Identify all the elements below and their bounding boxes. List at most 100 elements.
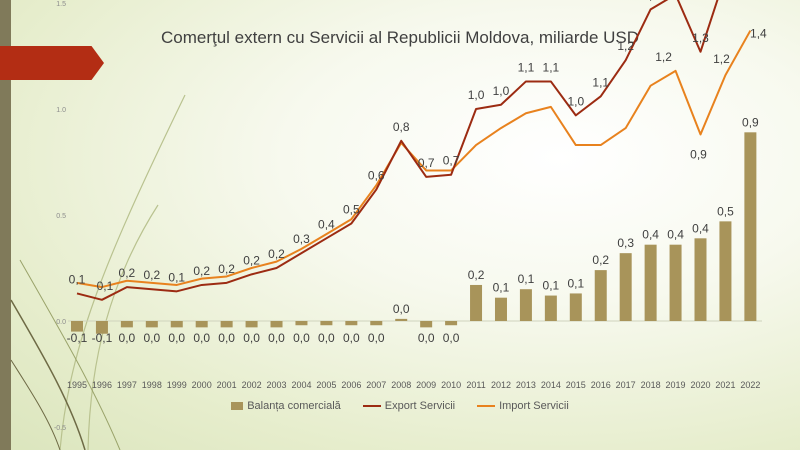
x-tick-label: 2010	[441, 380, 461, 390]
legend-swatch-balance	[231, 402, 244, 410]
data-label-export: 0,7	[418, 156, 435, 170]
legend-item-import: Import Servicii	[477, 400, 569, 412]
x-tick-label: 2000	[192, 380, 212, 390]
data-label-balance: 0,1	[493, 281, 510, 295]
bar-balance	[170, 321, 183, 328]
data-label-balance: 0,3	[617, 236, 634, 250]
data-label-balance: 0,0	[343, 331, 360, 345]
bar-balance	[569, 293, 582, 321]
data-label-balance: 0,0	[418, 331, 435, 345]
data-label-export: 0,2	[143, 268, 160, 282]
data-label-balance: 0,2	[468, 268, 485, 282]
side-accent-bar	[0, 0, 11, 450]
data-label-balance: 0,0	[293, 331, 310, 345]
bar-balance	[320, 321, 333, 326]
bar-balance	[420, 321, 433, 328]
data-label-import: 0,9	[690, 147, 707, 161]
bar-balance	[544, 295, 557, 321]
x-tick-label: 2011	[466, 380, 485, 390]
data-label-balance: 0,0	[119, 331, 136, 345]
x-tick-label: 1998	[142, 380, 162, 390]
x-tick-label: 1995	[67, 380, 87, 390]
x-tick-label: 2012	[491, 380, 511, 390]
data-label-export: 1,5	[642, 0, 659, 2]
data-label-balance: 0,0	[443, 331, 460, 345]
data-label-export: 0,6	[368, 169, 385, 183]
x-tick-label: 2017	[616, 380, 636, 390]
data-label-balance: 0,0	[318, 331, 335, 345]
x-tick-label: 2015	[566, 380, 586, 390]
bar-balance	[744, 132, 757, 321]
bar-balance	[370, 321, 383, 326]
data-label-balance: -0,1	[67, 331, 88, 345]
bar-balance	[345, 321, 358, 326]
data-label-export: 1,0	[567, 94, 584, 108]
data-label-balance: 0,1	[518, 272, 535, 286]
data-label-export: 0,2	[218, 262, 235, 276]
bar-balance	[245, 321, 258, 328]
data-label-export: 1,1	[543, 60, 560, 74]
y-tick-label: 1.5	[56, 1, 66, 8]
bar-balance	[445, 321, 458, 326]
x-tick-label: 2020	[690, 380, 710, 390]
bar-balance	[71, 321, 83, 332]
x-tick-label: 2021	[715, 380, 735, 390]
data-label-export: 1,3	[692, 31, 709, 45]
data-label-balance: 0,0	[368, 331, 385, 345]
x-tick-label: 2018	[641, 380, 661, 390]
x-tick-label: 2004	[291, 380, 311, 390]
data-label-balance: 0,0	[218, 331, 235, 345]
data-label-export: 0,3	[293, 232, 310, 246]
bar-balance	[494, 297, 507, 321]
y-tick-label: 0.5	[56, 213, 66, 220]
x-tick-label: 2006	[341, 380, 361, 390]
line-export-servicii	[76, 0, 719, 301]
data-label-export: 0,2	[193, 264, 210, 278]
data-label-balance: 0,5	[717, 204, 734, 218]
data-label-balance: 0,9	[742, 115, 759, 129]
bar-balance	[669, 244, 682, 321]
legend-item-balance: Balanța comercială	[231, 400, 341, 412]
bar-balance	[270, 321, 283, 328]
bar-balance	[145, 321, 158, 328]
x-tick-label: 2001	[217, 380, 237, 390]
chart-title: Comerţul extern cu Servicii al Republici…	[160, 28, 640, 47]
data-label-balance: 0,0	[393, 302, 410, 316]
bar-balance	[395, 318, 408, 321]
data-label-export: 0,1	[69, 272, 86, 286]
data-label-balance: 0,0	[143, 331, 160, 345]
data-label-export: 1,1	[592, 75, 609, 89]
y-tick-label: -0.5	[54, 425, 66, 432]
x-tick-label: 1999	[167, 380, 187, 390]
bar-balance	[644, 244, 657, 321]
legend: Balanța comercială Export Servicii Impor…	[0, 400, 800, 412]
data-label-balance: 0,0	[193, 331, 210, 345]
bar-balance	[719, 221, 732, 321]
x-tick-label: 2007	[366, 380, 386, 390]
data-label-import: 1,2	[655, 50, 672, 64]
title-accent-tab	[0, 46, 104, 80]
legend-swatch-import	[477, 405, 496, 407]
data-label-export: 0,2	[119, 266, 136, 280]
legend-item-export: Export Servicii	[362, 400, 455, 412]
bar-balance	[694, 238, 707, 321]
x-tick-label: 2016	[591, 380, 611, 390]
data-label-balance: 0,1	[567, 276, 584, 290]
bar-balance	[594, 270, 607, 321]
y-tick-label: 0.0	[56, 319, 66, 326]
line-import-servicii	[76, 30, 752, 289]
data-label-balance: 0,0	[168, 331, 185, 345]
data-label-balance: 0,2	[592, 253, 609, 267]
data-label-import: 1,2	[713, 52, 730, 66]
x-tick-label: 2019	[666, 380, 686, 390]
data-label-export: 0,8	[393, 120, 410, 134]
data-label-export: 0,2	[268, 247, 285, 261]
data-label-import: 1,4	[750, 27, 767, 41]
data-label-export: 1,2	[617, 39, 634, 53]
data-label-export: 1,0	[468, 88, 485, 102]
x-tick-label: 2013	[516, 380, 536, 390]
data-label-balance: 0,4	[692, 221, 709, 235]
bar-balance	[519, 289, 532, 321]
